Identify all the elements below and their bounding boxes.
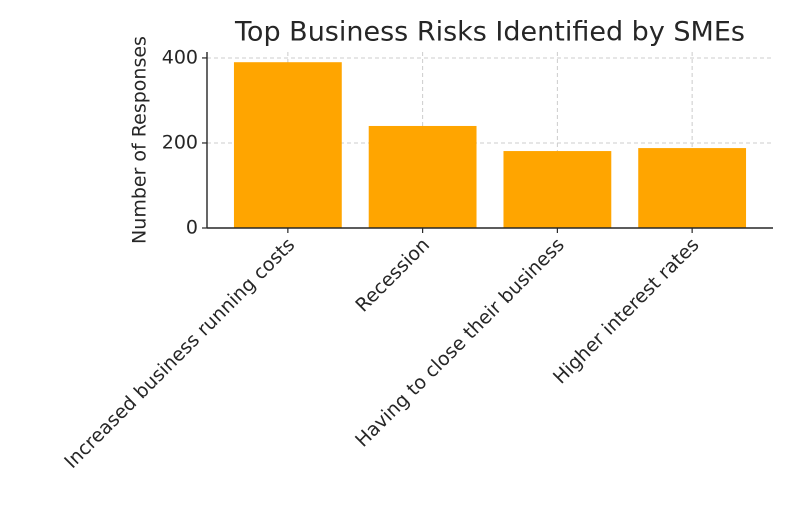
y-tick-label: 200 bbox=[162, 131, 198, 153]
bar bbox=[233, 62, 342, 229]
bar bbox=[503, 151, 612, 228]
bar bbox=[368, 125, 477, 228]
x-tick-label: Higher interest rates bbox=[549, 234, 704, 389]
y-axis-label: Number of Responses bbox=[129, 36, 151, 244]
x-tick-label: Increased business running costs bbox=[60, 234, 299, 473]
bar bbox=[638, 148, 747, 228]
chart-title: Top Business Risks Identified by SMEs bbox=[234, 17, 745, 48]
y-tick-label: 400 bbox=[162, 46, 198, 68]
x-tick-label: Recession bbox=[351, 234, 434, 317]
y-tick-label: 0 bbox=[186, 217, 198, 239]
x-tick-label: Having to close their business bbox=[351, 234, 569, 452]
